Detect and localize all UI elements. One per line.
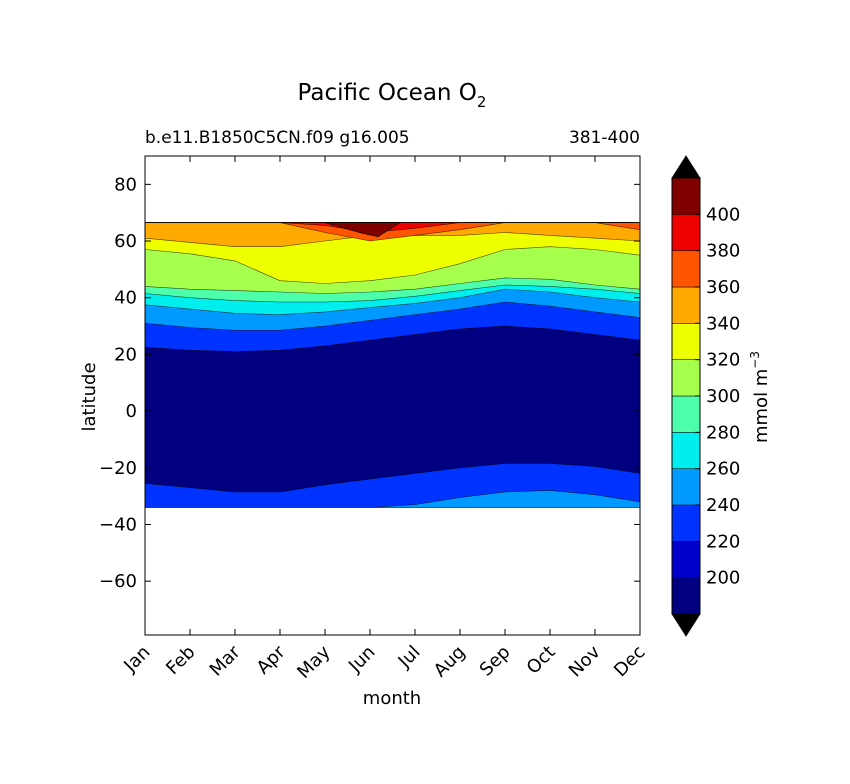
y-tick-label: 0 [126,401,137,422]
y-tick-label: 20 [114,344,137,365]
colorbar-swatch-400 [671,177,701,215]
colorbar-label: mmol m−3 [748,351,772,443]
x-tick-label: Jun [344,642,379,677]
colorbar-swatch-380 [671,214,701,251]
colorbar-tick-label: 200 [706,568,740,589]
contour-band-max-400 [324,222,402,238]
colorbar-extend-bottom [671,613,701,637]
contour-layer [145,222,640,508]
colorbar-swatch-180 [671,577,701,615]
colorbar-swatch-200 [671,541,701,578]
plot-area: Jan Feb Mar Apr May Jun Jul Aug Sep Oct Nov Dec 80 6… [99,155,650,683]
y-tick-label: −20 [99,458,137,479]
colorbar-tick-label: 300 [706,386,740,407]
y-tick-label: 40 [114,288,137,309]
y-axis: 80 60 40 20 0 −20 −40 −60 [99,174,640,592]
colorbar-tick-label: 340 [706,313,740,334]
colorbar-tick-label: 400 [706,204,740,225]
x-tick-label: Dec [610,642,649,681]
chart-title: Pacific Ocean O2 [298,80,487,111]
colorbar-tick-label: 360 [706,277,740,298]
colorbar-tick-label: 260 [706,459,740,480]
contour-band-south-240 [145,490,640,508]
plot-frame [144,155,641,636]
x-tick-label: Oct [523,642,560,679]
colorbar: 200 220 240 260 280 300 320 340 360 380 400 [671,155,740,637]
y-tick-label: −60 [99,571,137,592]
colorbar-tick-label: 240 [706,495,740,516]
colorbar-tick-label: 320 [706,350,740,371]
colorbar-extend-top [671,155,701,179]
colorbar-swatch-340 [671,286,701,324]
colorbar-tick-label: 280 [706,422,740,443]
colorbar-swatch-260 [671,432,701,469]
x-tick-label: Apr [253,641,290,678]
x-tick-label: Feb [162,642,199,679]
colorbar-swatch-280 [671,395,701,433]
chart-subtitle-left: b.e11.B1850C5CN.f09 g16.005 [145,128,410,148]
x-tick-label: Sep [476,642,515,681]
x-axis-label: month [363,688,421,709]
colorbar-swatch-220 [671,504,701,542]
colorbar-swatch-300 [671,359,701,397]
x-tick-label: Jul [394,642,425,673]
x-tick-label: May [293,641,334,682]
chart-subtitle-right: 381-400 [569,128,640,148]
colorbar-swatch-320 [671,323,701,360]
x-tick-label: Nov [565,641,605,681]
y-tick-label: −40 [99,514,137,535]
y-tick-label: 60 [114,231,137,252]
colorbar-tick-label: 380 [706,241,740,262]
x-tick-label: Aug [430,642,470,682]
colorbar-tick-label: 220 [706,531,740,552]
x-tick-label: Jan [119,642,154,677]
y-tick-label: 80 [114,174,137,195]
y-axis-label: latitude [79,362,100,431]
colorbar-swatch-360 [671,250,701,288]
x-tick-label: Mar [206,641,245,680]
colorbar-swatch-240 [671,468,701,506]
